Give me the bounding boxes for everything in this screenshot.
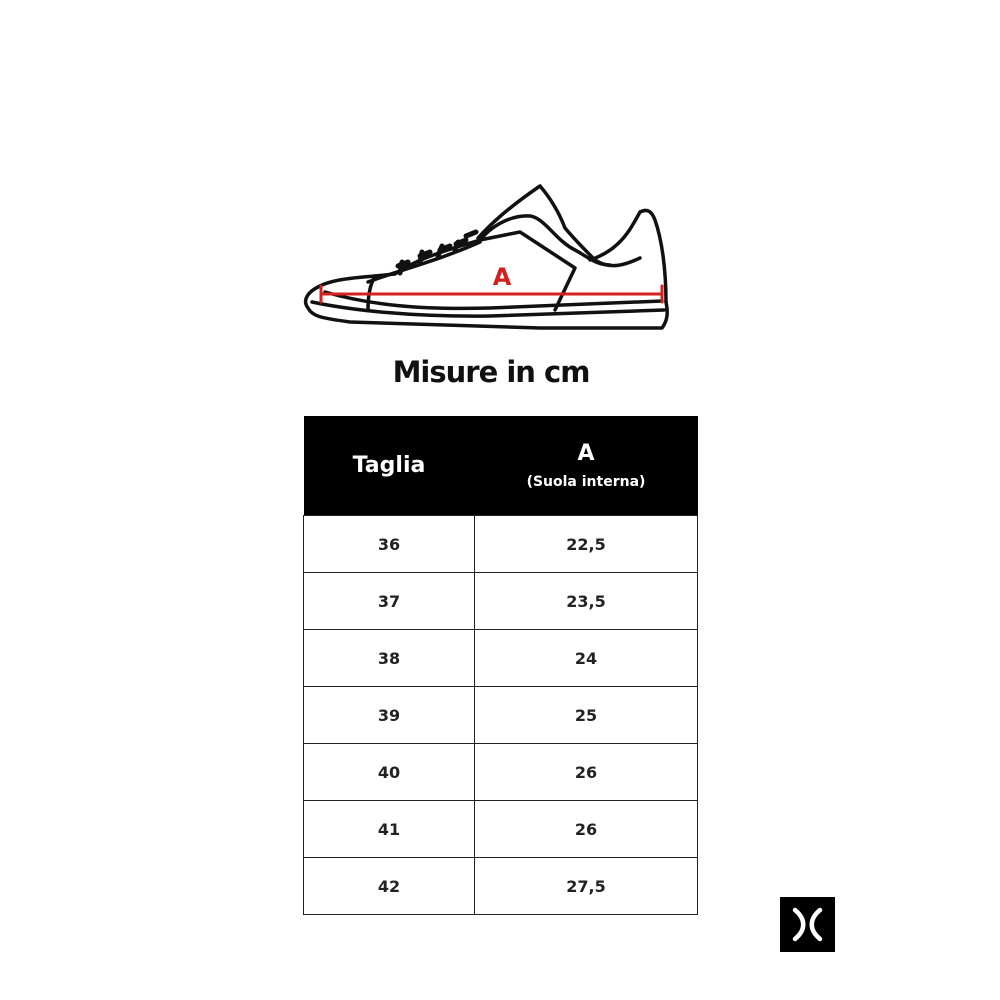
table-row: 42 27,5 — [303, 857, 698, 915]
brand-logo — [780, 897, 835, 952]
size-cell: 36 — [303, 515, 475, 573]
size-cell: 38 — [303, 629, 475, 687]
shoe-diagram: A — [303, 184, 669, 330]
measure-label-a: A — [493, 263, 512, 291]
size-cell: 42 — [303, 857, 475, 915]
size-table: Taglia A (Suola interna) 36 22,5 37 23,5 3… — [303, 416, 698, 915]
measure-cell: 26 — [474, 800, 698, 858]
header-measure-label: A — [577, 441, 595, 466]
measure-cell: 23,5 — [474, 572, 698, 630]
table-row: 40 26 — [303, 743, 698, 801]
page-title: Misure in cm — [392, 355, 591, 389]
header-measure-sub: (Suola interna) — [526, 474, 646, 490]
header-measure: A (Suola interna) — [474, 416, 698, 516]
measure-cell: 25 — [474, 686, 698, 744]
table-row: 36 22,5 — [303, 515, 698, 573]
measure-cell: 24 — [474, 629, 698, 687]
header-size: Taglia — [303, 416, 475, 516]
size-cell: 40 — [303, 743, 475, 801]
measure-cell: 27,5 — [474, 857, 698, 915]
measure-cell: 22,5 — [474, 515, 698, 573]
shoe-sole-line — [310, 300, 666, 318]
table-row: 37 23,5 — [303, 572, 698, 630]
shoe-sole — [303, 285, 669, 330]
table-row: 38 24 — [303, 629, 698, 687]
x-logo-icon — [792, 907, 823, 942]
table-row: 39 25 — [303, 686, 698, 744]
size-cell: 41 — [303, 800, 475, 858]
measure-cell: 26 — [474, 743, 698, 801]
table-row: 41 26 — [303, 800, 698, 858]
size-cell: 39 — [303, 686, 475, 744]
size-cell: 37 — [303, 572, 475, 630]
